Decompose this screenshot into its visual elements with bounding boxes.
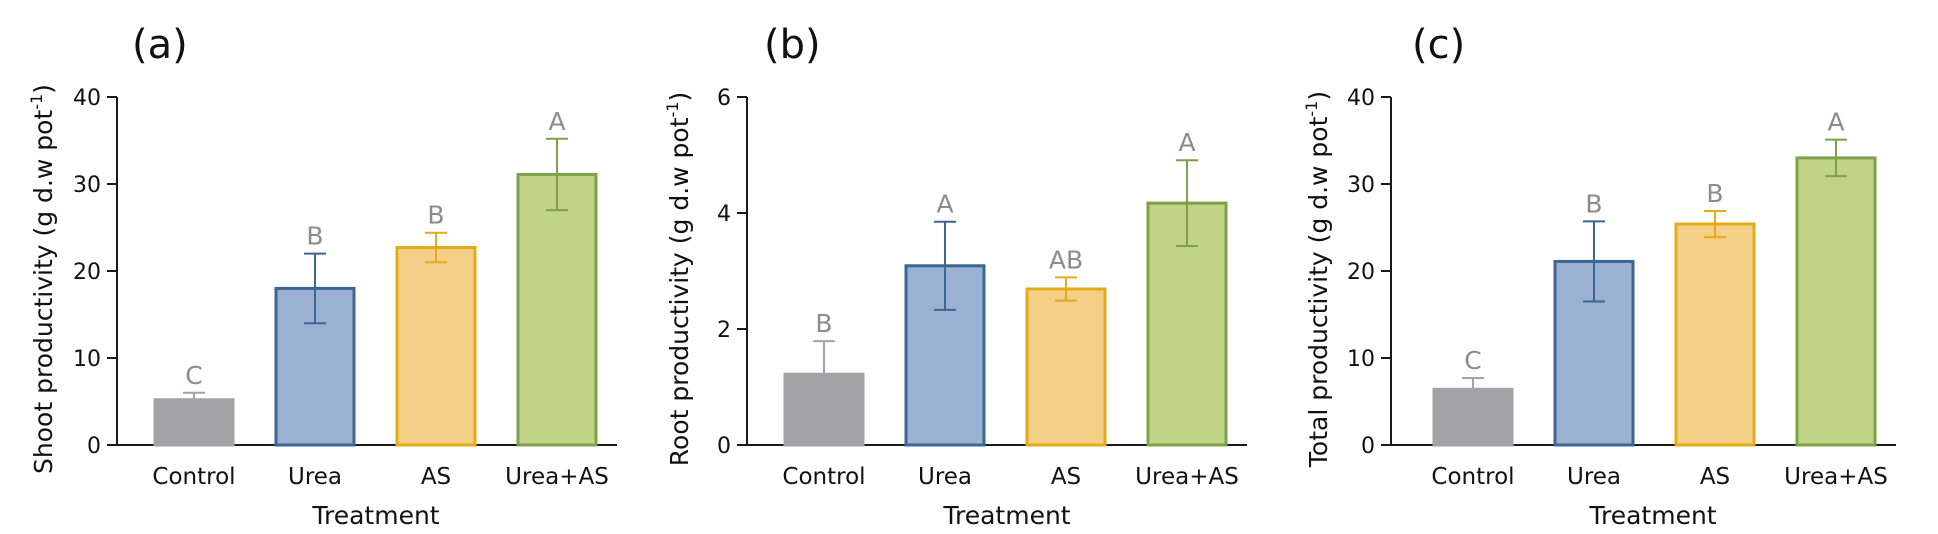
y-tick-label: 40 — [1347, 86, 1375, 111]
x-tick-label: Urea — [918, 464, 972, 490]
error-bar — [934, 220, 956, 311]
error-bar — [813, 340, 835, 409]
y-axis-title: Root productivity (g d.w pot-1) — [663, 92, 694, 466]
x-tick-label: Urea+AS — [1784, 464, 1888, 490]
x-tick-label: Control — [782, 464, 865, 490]
error-bar — [425, 231, 447, 264]
y-axis-title: Shoot productivity (g d.w pot-1) — [27, 84, 58, 474]
x-tick-label: Urea — [288, 464, 342, 490]
bar-urea-plus-as — [1795, 156, 1877, 447]
error-bar — [1825, 138, 1847, 178]
panel-label: (b) — [764, 22, 821, 68]
error-bar — [1176, 159, 1198, 248]
panel-0: (a) 0 10 20 30 40 C Control B Urea B AS A Urea+AS Trea… — [27, 22, 617, 530]
significance-label: B — [1585, 189, 1602, 218]
error-bar — [1583, 220, 1605, 303]
y-tick-label: 30 — [1347, 173, 1375, 198]
error-bar — [1704, 209, 1726, 239]
significance-label: B — [1706, 179, 1723, 208]
y-tick-label: 10 — [73, 347, 101, 372]
error-bar — [304, 252, 326, 325]
x-axis-title: Treatment — [311, 501, 439, 530]
significance-label: A — [548, 107, 565, 136]
error-bar — [1055, 276, 1077, 302]
significance-label: B — [815, 309, 832, 338]
y-tick-label: 30 — [73, 173, 101, 198]
x-axis-title: Treatment — [1588, 501, 1716, 530]
x-tick-label: Control — [152, 464, 235, 490]
panel-2: (c) 0 10 20 30 40 C Control B Urea B AS A Urea+AS Trea… — [1302, 22, 1896, 530]
significance-label: C — [185, 361, 202, 390]
x-tick-label: AS — [1700, 464, 1730, 490]
x-tick-label: Urea+AS — [505, 464, 609, 490]
y-tick-label: 6 — [717, 86, 731, 111]
error-bar — [546, 137, 568, 212]
y-tick-label: 0 — [1361, 434, 1375, 459]
panel-1: (b) 0 2 4 6 B Control A Urea AB AS A Urea+AS Treatmen… — [663, 22, 1247, 530]
error-bar — [183, 391, 205, 408]
panel-label: (c) — [1412, 22, 1465, 68]
significance-label: A — [936, 190, 953, 219]
y-tick-label: 4 — [717, 202, 731, 227]
bar-as — [1674, 222, 1756, 447]
y-tick-label: 0 — [717, 434, 731, 459]
x-tick-label: AS — [1051, 464, 1081, 490]
significance-label: B — [427, 201, 444, 230]
y-tick-label: 20 — [1347, 260, 1375, 285]
x-axis-title: Treatment — [942, 501, 1070, 530]
bar-urea-plus-as — [516, 172, 598, 447]
y-tick-label: 2 — [717, 318, 731, 343]
y-tick-label: 20 — [73, 260, 101, 285]
x-tick-label: Control — [1431, 464, 1514, 490]
y-tick-label: 0 — [87, 434, 101, 459]
bar-as — [1025, 287, 1107, 447]
panel-label: (a) — [132, 22, 188, 68]
bar-as — [395, 246, 477, 447]
significance-label: C — [1464, 346, 1481, 375]
x-tick-label: Urea+AS — [1135, 464, 1239, 490]
significance-label: A — [1827, 108, 1844, 137]
error-bar — [1462, 377, 1484, 402]
significance-label: AB — [1049, 245, 1083, 274]
y-axis-title: Total productivity (g d.w pot-1) — [1302, 91, 1333, 468]
significance-label: A — [1178, 128, 1195, 157]
y-tick-label: 40 — [73, 86, 101, 111]
x-tick-label: AS — [421, 464, 451, 490]
y-tick-label: 10 — [1347, 347, 1375, 372]
significance-label: B — [306, 222, 323, 251]
x-tick-label: Urea — [1567, 464, 1621, 490]
